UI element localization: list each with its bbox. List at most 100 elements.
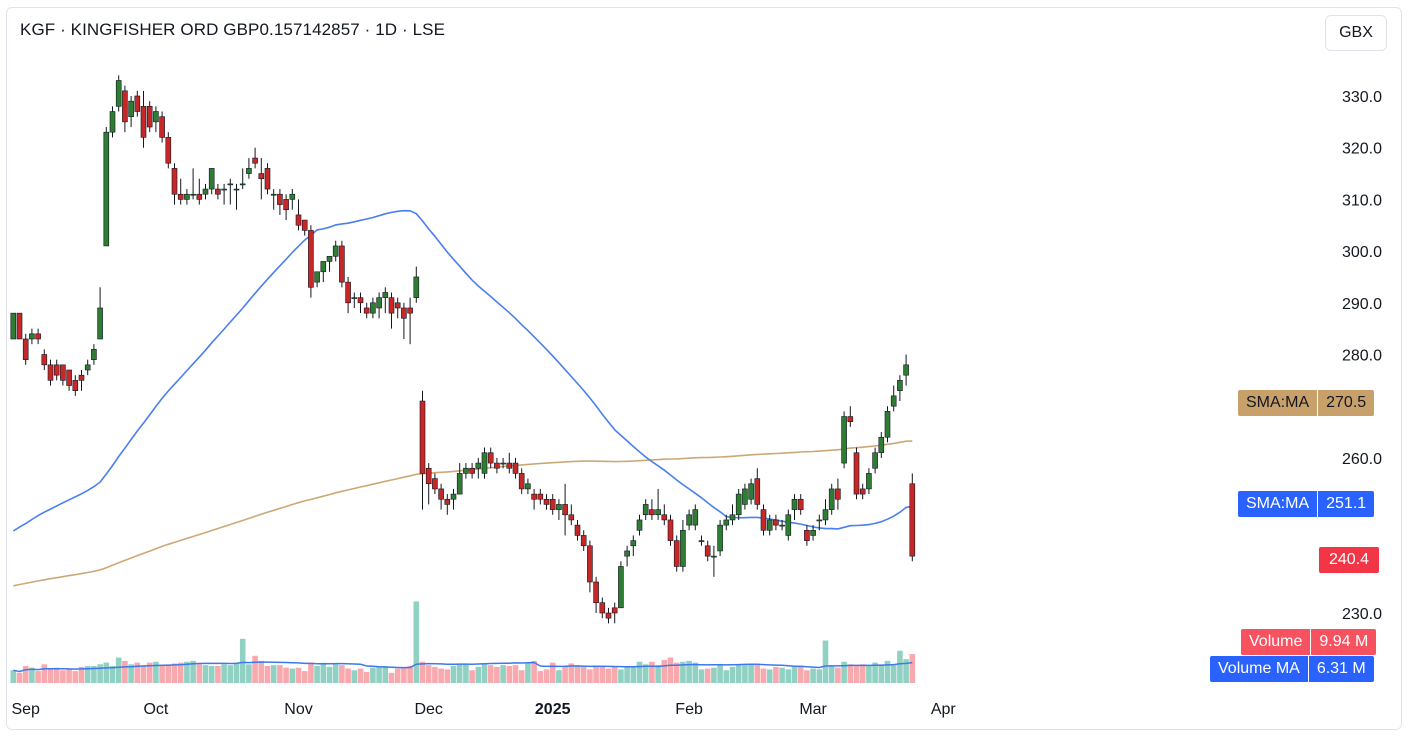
candle-body [314,271,320,283]
volume-bar [146,662,153,683]
candle-body [153,111,159,123]
volume-bar [450,666,457,683]
volume-bar [425,665,432,683]
volume-bar [518,670,525,683]
volume-bar [673,662,680,683]
candle-body [283,199,289,211]
candle-body [773,519,779,526]
volume-bar [72,671,79,683]
candle-body [903,364,909,376]
volume-bar [649,661,655,683]
volume-bar [680,661,686,683]
candle-body [16,312,23,340]
x-tick-label: Sep [11,701,40,718]
sma-long-name: SMA:MA [1238,390,1318,416]
candle-body [512,462,519,474]
candle-body [816,519,823,522]
candle-body [487,452,494,464]
candle-body [562,504,568,516]
volume-value: 9.94 M [1310,629,1377,655]
volume-bar [779,667,785,683]
volume-bar [735,664,742,683]
candle-body [649,509,655,516]
volume-bar [549,662,556,683]
last-price-label: 240.4 [1319,547,1380,573]
volume-bar [339,665,345,683]
volume-bar [463,664,469,683]
volume-bar [748,664,754,683]
candle-body [270,193,277,196]
candle-body [444,498,451,505]
x-tick-label: Mar [799,701,827,718]
volume-bar [667,657,674,683]
volume-bar [618,669,624,683]
volume-bar [22,666,29,683]
volume-bar [698,669,705,683]
y-tick-label: 260.0 [1342,451,1382,468]
candle-body [890,395,897,407]
candle-body [494,462,500,469]
volume-bar [295,667,302,683]
currency-button[interactable]: GBX [1325,15,1387,51]
candle-body [128,100,134,117]
candle-body [537,493,544,500]
volume-bar [543,669,550,683]
volume-bar [184,661,190,683]
candle-body [171,168,178,195]
volume-bar [401,667,407,683]
y-tick-label: 280.0 [1342,348,1382,365]
candle-body [122,90,128,123]
candle-body [345,281,351,304]
candle-body [872,452,878,469]
candle-body [661,514,668,521]
candle-body [146,106,153,128]
volume-bar [190,660,196,683]
candle-body [246,168,252,174]
volume-bar [630,666,637,683]
volume-bar [580,666,587,683]
volume-bar [345,668,351,683]
volume-bar [10,670,17,683]
candle-body [835,488,841,500]
volume-bar [47,669,54,683]
candle-body [735,493,742,516]
candle-body [680,529,686,567]
volume-bar [109,666,116,683]
candle-body [295,214,302,226]
volume-bar [605,668,612,683]
volume-bar [636,661,643,683]
candle-body [450,493,457,500]
candle-body [394,302,401,309]
volume-bar [153,661,159,683]
candle-body [60,364,66,381]
candle-body [239,183,246,186]
candle-body [822,509,829,521]
volume-ma-name: Volume MA [1210,656,1308,682]
volume-bar [841,661,847,683]
volume-bar [599,666,606,683]
candle-body [791,498,798,510]
sma-short-value: 251.1 [1317,491,1375,517]
volume-bar [351,670,358,683]
candle-body [574,524,581,536]
candle-body [673,540,680,567]
volume-bar [754,665,761,683]
volume-bar [394,668,401,683]
candle-body [357,297,364,304]
candle-body [841,416,847,464]
volume-bar [29,667,35,683]
volume-bar [177,662,184,683]
volume-bar [320,663,327,683]
candle-body [785,514,792,536]
candle-body [221,188,227,191]
candle-body [866,473,872,490]
candle-body [308,230,314,288]
candle-body [413,276,420,298]
sma-long-value: 270.5 [1317,390,1375,416]
volume-bar [432,666,438,683]
volume-bar [252,655,258,683]
volume-bar [413,601,420,683]
candle-body [729,514,736,521]
candle-body [717,524,723,552]
